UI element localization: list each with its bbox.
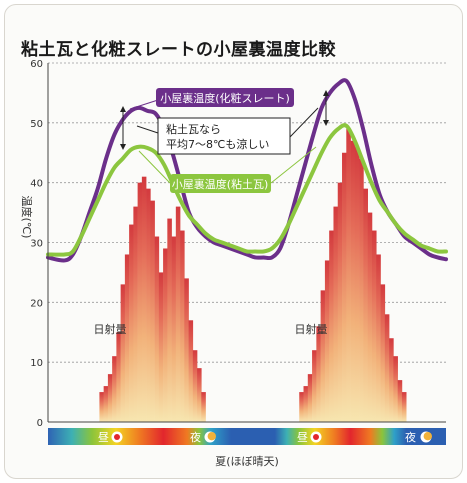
- radiation-bar: [303, 386, 309, 422]
- radiation-bar: [188, 320, 194, 422]
- difference-note: 粘土瓦なら 平均7～8℃も涼しい: [120, 90, 329, 155]
- y-tick-label: 10: [30, 358, 43, 369]
- axes: 0 10 20 30 40 50 60: [30, 59, 446, 429]
- band-label-night-1: 夜: [190, 430, 201, 444]
- radiation-bar: [376, 254, 381, 422]
- radiation-bar: [150, 200, 155, 422]
- radiation-bar: [359, 158, 364, 422]
- radiation-bar: [107, 374, 113, 422]
- y-tick-label: 0: [37, 418, 43, 429]
- note-line-2: 平均7～8℃も涼しい: [166, 137, 269, 151]
- radiation-bar: [363, 188, 368, 422]
- radiation-bar: [333, 206, 339, 422]
- slate-label-callout: 小屋裏温度(化粧スレート): [129, 88, 294, 110]
- radiation-bar: [393, 356, 398, 422]
- clay-label-callout: 小屋裏温度(粘土瓦): [138, 146, 317, 193]
- moon-icon: [204, 431, 216, 443]
- radiation-bar: [129, 224, 134, 422]
- radiation-bar: [201, 392, 206, 422]
- note-box: [157, 117, 291, 155]
- clay-temperature-line: [46, 123, 448, 257]
- radiation-bar: [367, 212, 373, 422]
- moon-icon: [420, 431, 432, 443]
- radiation-bar: [316, 326, 321, 422]
- slate-label-box: [156, 88, 294, 107]
- radiation-bar: [137, 182, 143, 422]
- band-label-day-2: 昼: [297, 431, 308, 444]
- radiation-bar: [116, 332, 121, 422]
- slate-temperature-line: [46, 78, 448, 263]
- y-tick-label: 60: [30, 59, 43, 70]
- radiation-bar: [120, 284, 126, 422]
- chart-title: 粘土瓦と化粧スレートの小屋裏温度比較: [21, 40, 336, 60]
- clay-label-box: [170, 174, 271, 193]
- radiation-bars: [99, 128, 407, 423]
- radiation-bar: [354, 146, 360, 422]
- radiation-bar: [192, 350, 198, 422]
- clay-label: 小屋裏温度(粘土瓦): [172, 177, 269, 191]
- radiation-bar: [99, 392, 104, 422]
- radiation-bar: [397, 380, 403, 422]
- note-line-1: 粘土瓦なら: [166, 122, 221, 136]
- radiation-label-right: 日射量: [295, 322, 328, 336]
- radiation-bar: [175, 206, 181, 422]
- radiation-bar: [307, 374, 313, 422]
- radiation-bar: [197, 368, 202, 422]
- radiation-bar: [329, 230, 334, 422]
- radiation-bar: [154, 236, 160, 422]
- radiation-bar: [158, 272, 164, 422]
- y-axis-label: 温度(℃): [20, 196, 34, 239]
- band-label-day-1: 昼: [98, 431, 109, 444]
- y-tick-label: 40: [30, 179, 43, 190]
- radiation-bar: [146, 188, 151, 422]
- radiation-bar: [180, 230, 185, 422]
- radiation-bar: [389, 338, 394, 422]
- y-tick-label: 20: [30, 298, 43, 309]
- radiation-bar: [342, 152, 347, 422]
- temperature-lines: [46, 78, 448, 263]
- radiation-bar: [299, 392, 304, 422]
- radiation-bar: [103, 386, 109, 422]
- radiation-bar: [346, 128, 351, 423]
- band-label-night-2: 夜: [405, 430, 416, 444]
- radiation-bar: [133, 206, 138, 422]
- slate-label: 小屋裏温度(化粧スレート): [160, 91, 290, 105]
- y-tick-label: 30: [30, 239, 43, 250]
- radiation-bar: [320, 290, 326, 422]
- radiation-bar: [401, 392, 407, 422]
- radiation-bar: [171, 236, 177, 422]
- sun-icon: [310, 431, 322, 443]
- radiation-bar: [112, 356, 117, 422]
- time-band-bar: [48, 428, 446, 445]
- radiation-bar: [380, 284, 386, 422]
- radiation-bar: [324, 260, 330, 422]
- radiation-bar: [184, 278, 189, 422]
- radiation-bar: [337, 182, 343, 422]
- radiation-label-left: 日射量: [94, 322, 127, 336]
- radiation-bar: [350, 140, 356, 423]
- x-axis-label: 夏(ほぼ晴天): [215, 455, 279, 468]
- radiation-bar: [167, 218, 172, 422]
- radiation-bar: [124, 254, 130, 422]
- y-tick-label: 50: [30, 119, 43, 130]
- sun-icon: [111, 431, 123, 443]
- radiation-bar: [384, 314, 390, 422]
- radiation-bar: [312, 350, 317, 422]
- radiation-bar: [141, 176, 147, 422]
- time-band: 昼 夜 昼 夜: [48, 428, 446, 445]
- radiation-bar: [163, 248, 168, 422]
- radiation-bar: [371, 230, 377, 422]
